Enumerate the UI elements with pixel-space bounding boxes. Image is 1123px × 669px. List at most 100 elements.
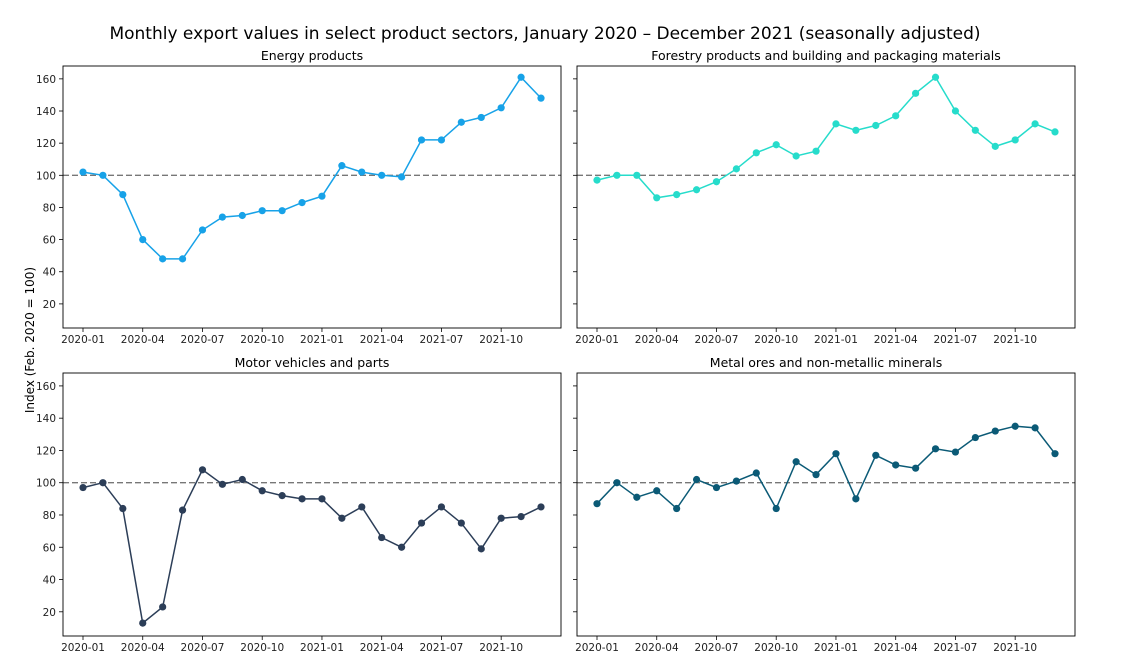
x-tick-label: 2020-04 bbox=[635, 642, 679, 654]
data-point bbox=[653, 487, 661, 495]
data-point bbox=[517, 73, 525, 81]
data-point bbox=[258, 207, 266, 215]
y-tick-label: 40 bbox=[43, 267, 56, 279]
y-tick-label: 100 bbox=[36, 170, 56, 182]
data-point bbox=[852, 126, 860, 134]
panel-title: Motor vehicles and parts bbox=[235, 355, 390, 370]
data-point bbox=[178, 506, 187, 514]
panel-1: Energy products 20 40 60 80 100 120 140 160 2020-… bbox=[36, 48, 562, 346]
data-point bbox=[1031, 120, 1039, 128]
x-tick-label: 2021-04 bbox=[360, 334, 404, 346]
x-tick-label: 2020-04 bbox=[121, 334, 165, 346]
data-point bbox=[673, 190, 681, 199]
data-point bbox=[812, 471, 820, 479]
data-point bbox=[653, 194, 661, 202]
data-point bbox=[457, 118, 465, 126]
data-point bbox=[437, 503, 446, 511]
data-point bbox=[218, 480, 226, 488]
data-point bbox=[832, 120, 840, 128]
x-tick-label: 2020-04 bbox=[121, 642, 165, 654]
panel-3: Motor vehicles and parts 20 40 60 80 100 120 14… bbox=[36, 355, 562, 654]
data-point bbox=[417, 136, 426, 144]
data-point bbox=[931, 445, 940, 453]
data-point bbox=[159, 603, 167, 611]
data-point bbox=[358, 168, 366, 176]
panel-frame bbox=[62, 65, 562, 329]
x-tick-label: 2020-01 bbox=[575, 334, 619, 346]
x-tick-label: 2021-07 bbox=[933, 642, 977, 654]
x-tick-label: 2021-10 bbox=[993, 334, 1037, 346]
data-point bbox=[278, 207, 286, 215]
data-point bbox=[378, 171, 386, 179]
series-line bbox=[596, 76, 1056, 199]
y-tick-label: 60 bbox=[43, 235, 56, 247]
y-tick-label: 160 bbox=[36, 74, 56, 86]
data-point bbox=[497, 104, 505, 112]
data-point bbox=[1031, 424, 1039, 432]
data-point bbox=[892, 112, 900, 120]
x-tick-label: 2020-04 bbox=[635, 334, 679, 346]
data-point bbox=[971, 126, 979, 134]
y-tick-label: 20 bbox=[43, 299, 56, 311]
data-point bbox=[238, 211, 246, 220]
data-point bbox=[852, 495, 860, 503]
x-tick-label: 2020-10 bbox=[754, 642, 798, 654]
data-point bbox=[398, 543, 406, 551]
panel-2: Forestry products and building and packa… bbox=[573, 48, 1076, 346]
data-point bbox=[971, 433, 979, 442]
data-point bbox=[378, 533, 386, 542]
data-point bbox=[673, 504, 681, 513]
data-point bbox=[792, 152, 800, 160]
x-tick-label: 2021-01 bbox=[814, 642, 858, 654]
chart-panels: Energy products 20 40 60 80 100 120 140 160 2020-… bbox=[36, 48, 1076, 654]
data-point bbox=[497, 514, 505, 522]
data-point bbox=[892, 461, 900, 469]
data-point bbox=[633, 493, 641, 501]
data-point bbox=[318, 192, 326, 200]
data-point bbox=[1051, 450, 1059, 458]
data-point bbox=[79, 168, 87, 176]
x-tick-label: 2021-07 bbox=[419, 642, 463, 654]
data-point bbox=[832, 450, 840, 458]
y-tick-label: 80 bbox=[43, 510, 56, 522]
data-point bbox=[1011, 422, 1019, 430]
series-line bbox=[82, 76, 542, 260]
data-point bbox=[752, 149, 760, 157]
data-point bbox=[278, 492, 286, 500]
data-point bbox=[517, 513, 525, 521]
x-tick-label: 2021-01 bbox=[814, 334, 858, 346]
x-tick-label: 2021-04 bbox=[360, 642, 404, 654]
data-point bbox=[477, 545, 485, 553]
y-tick-label: 60 bbox=[43, 542, 56, 554]
data-point bbox=[732, 477, 740, 485]
x-tick-label: 2021-10 bbox=[479, 334, 523, 346]
data-point bbox=[457, 519, 465, 527]
y-tick-label: 120 bbox=[36, 138, 56, 150]
x-tick-label: 2021-10 bbox=[479, 642, 523, 654]
data-point bbox=[712, 178, 721, 186]
series-line bbox=[596, 425, 1056, 511]
data-point bbox=[593, 176, 601, 184]
y-tick-label: 80 bbox=[43, 202, 56, 214]
panel-title: Metal ores and non-metallic minerals bbox=[710, 355, 942, 370]
y-tick-label: 120 bbox=[36, 445, 56, 457]
y-tick-label: 140 bbox=[36, 106, 56, 118]
x-tick-label: 2021-04 bbox=[874, 642, 918, 654]
data-point bbox=[238, 475, 246, 484]
data-point bbox=[537, 94, 545, 102]
x-tick-label: 2021-07 bbox=[419, 334, 463, 346]
x-tick-label: 2020-01 bbox=[61, 334, 105, 346]
data-point bbox=[792, 458, 800, 466]
data-point bbox=[119, 190, 127, 199]
data-point bbox=[951, 448, 960, 456]
data-point bbox=[872, 121, 880, 130]
data-point bbox=[139, 235, 147, 244]
series-line bbox=[82, 468, 542, 625]
data-point bbox=[752, 469, 760, 477]
data-point bbox=[338, 514, 346, 522]
data-point bbox=[119, 504, 127, 513]
panel-frame bbox=[62, 372, 562, 637]
data-point bbox=[477, 113, 485, 122]
data-point bbox=[318, 495, 326, 503]
